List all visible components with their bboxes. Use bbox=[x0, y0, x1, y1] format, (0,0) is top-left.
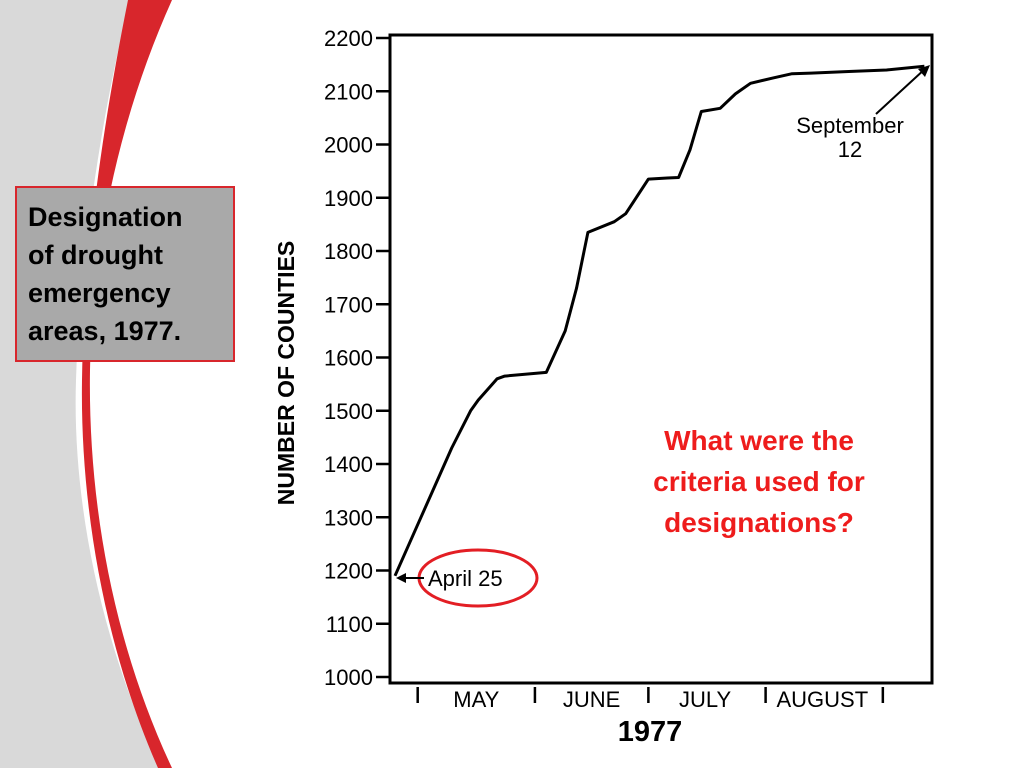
x-axis-month-ticks: MAY JUNE JULY AUGUST bbox=[416, 687, 885, 712]
y-tick-label: 1900 bbox=[324, 186, 373, 211]
y-tick: 1200 bbox=[324, 559, 390, 584]
title-box: Designation of drought emergency areas, … bbox=[15, 186, 235, 362]
y-tick: 1100 bbox=[326, 612, 390, 637]
y-tick: 1900 bbox=[324, 186, 390, 211]
y-tick-label: 1600 bbox=[324, 346, 373, 371]
question-text: What were the criteria used for designat… bbox=[653, 425, 865, 538]
y-tick-label: 2000 bbox=[324, 133, 373, 158]
month-label-may: MAY bbox=[453, 687, 499, 712]
september-12-label-line: September bbox=[796, 113, 904, 138]
y-tick: 1600 bbox=[324, 346, 390, 371]
september-12-arrowhead bbox=[918, 65, 930, 77]
y-tick: 1300 bbox=[324, 505, 390, 530]
y-tick: 1000 bbox=[324, 665, 390, 690]
y-axis-ticks: 1000 1100 1200 1300 1400 1500 1600 1700 1800 1900… bbox=[324, 26, 390, 690]
y-tick-label: 2200 bbox=[324, 26, 373, 51]
month-label-august: AUGUST bbox=[776, 687, 868, 712]
april-25-arrowhead bbox=[396, 573, 406, 583]
y-tick: 1500 bbox=[324, 399, 390, 424]
plot-frame bbox=[388, 33, 934, 685]
y-tick: 1800 bbox=[324, 239, 390, 264]
slide-title: Designation of drought emergency areas, … bbox=[28, 202, 183, 346]
y-tick: 1400 bbox=[324, 452, 390, 477]
y-tick-label: 1500 bbox=[324, 399, 373, 424]
y-tick: 2100 bbox=[324, 79, 390, 104]
y-tick-label: 1300 bbox=[324, 505, 373, 530]
x-axis-year-label: 1977 bbox=[617, 716, 683, 748]
series-line-counties bbox=[393, 64, 925, 577]
y-tick-label: 1700 bbox=[324, 292, 373, 317]
y-tick-label: 1000 bbox=[324, 665, 373, 690]
september-12-label: September 12 bbox=[796, 113, 904, 162]
month-label-june: JUNE bbox=[563, 687, 620, 712]
y-tick-label: 1200 bbox=[324, 559, 373, 584]
y-tick-label: 2100 bbox=[324, 79, 373, 104]
september-12-label-line: 12 bbox=[838, 137, 862, 162]
april-25-label: April 25 bbox=[428, 566, 503, 591]
y-tick-label: 1400 bbox=[324, 452, 373, 477]
month-label-july: JULY bbox=[679, 687, 731, 712]
y-tick: 1700 bbox=[324, 292, 390, 317]
y-tick-label: 1800 bbox=[324, 239, 373, 264]
y-tick-label: 1100 bbox=[326, 612, 373, 637]
y-axis-label: NUMBER OF COUNTIES bbox=[273, 241, 299, 506]
y-tick: 2000 bbox=[324, 133, 390, 158]
y-tick: 2200 bbox=[324, 26, 390, 51]
september-12-arrow bbox=[875, 67, 927, 115]
